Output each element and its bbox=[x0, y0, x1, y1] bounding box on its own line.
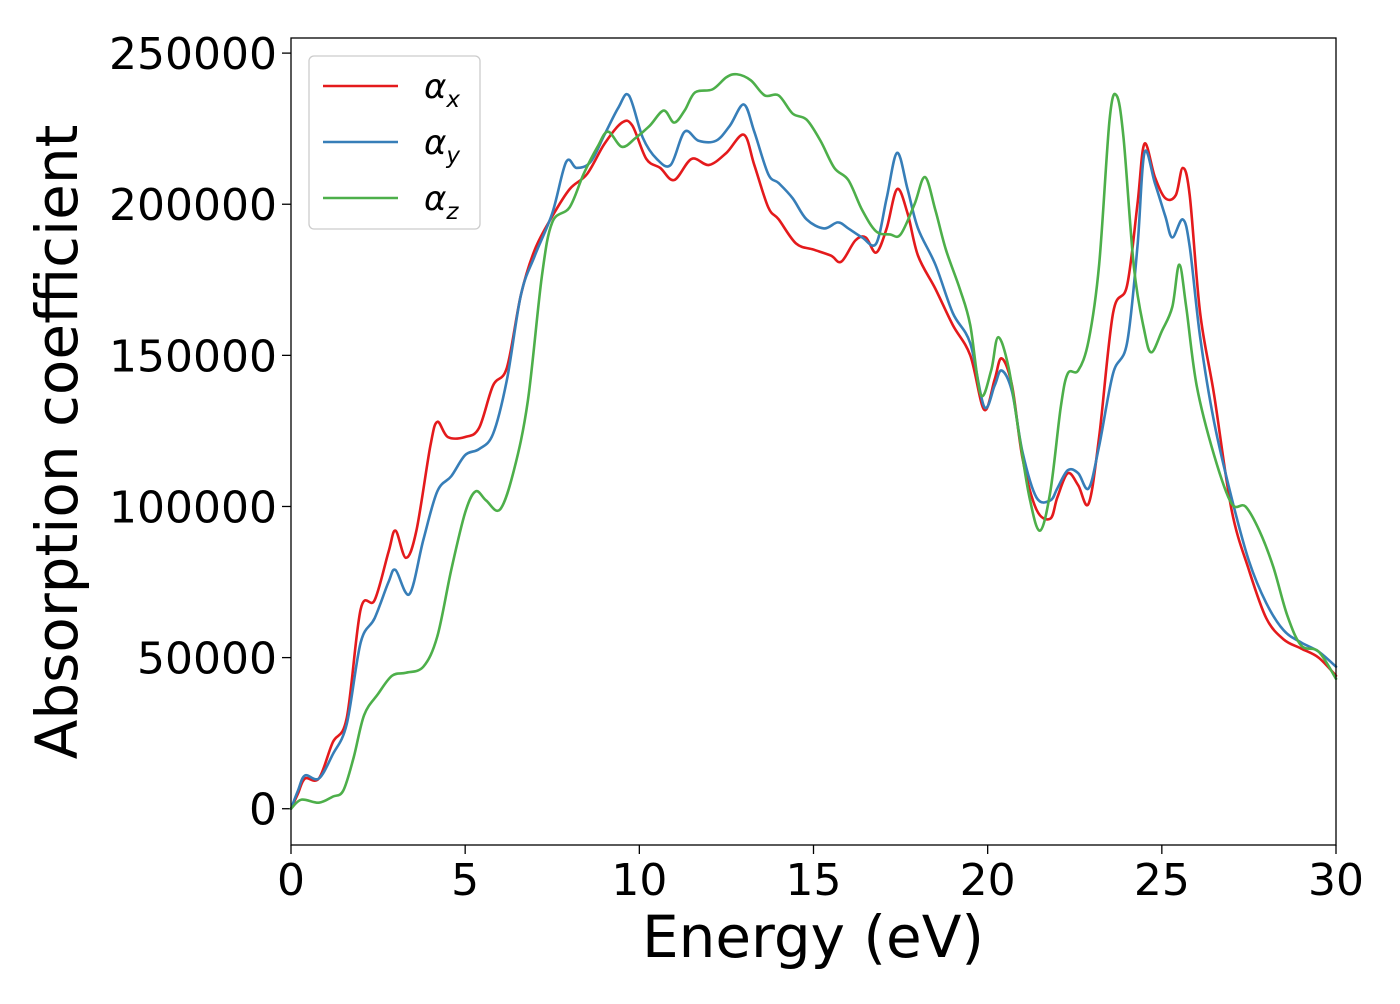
x-tick-label: 20 bbox=[960, 855, 1016, 906]
x-tick-label: 5 bbox=[451, 855, 479, 906]
legend-label-x: αx bbox=[424, 67, 460, 113]
ticks-layer: 0 5 10 15 20 25 30 0 50000 100000 150000 200000 2500… bbox=[109, 29, 1364, 906]
y-tick-label: 0 bbox=[249, 785, 277, 836]
x-axis-label: Energy (eV) bbox=[642, 903, 984, 971]
y-tick-label: 250000 bbox=[109, 29, 277, 80]
y-axis-label: Absorption coefficient bbox=[23, 125, 91, 760]
legend-label-subscript: z bbox=[445, 199, 459, 225]
series-line-z bbox=[289, 72, 1338, 811]
series-line-y bbox=[289, 92, 1338, 811]
legend-label-y: αy bbox=[424, 123, 460, 169]
legend-label-base: α bbox=[424, 179, 446, 219]
legend-label-base: α bbox=[424, 123, 446, 163]
plot-frame bbox=[290, 37, 1337, 846]
x-tick-label: 25 bbox=[1134, 855, 1190, 906]
series-line-x bbox=[289, 119, 1338, 811]
y-tick-label: 50000 bbox=[137, 634, 277, 685]
x-tick-label: 30 bbox=[1308, 855, 1364, 906]
x-tick-label: 15 bbox=[786, 855, 842, 906]
legend-label-subscript: y bbox=[445, 143, 460, 169]
legend-label-z: αz bbox=[424, 179, 459, 225]
legend-label-subscript: x bbox=[445, 87, 460, 113]
y-tick-label: 200000 bbox=[109, 180, 277, 231]
y-tick-label: 150000 bbox=[109, 331, 277, 382]
x-tick-label: 0 bbox=[277, 855, 305, 906]
x-tick-label: 10 bbox=[611, 855, 667, 906]
y-tick-label: 100000 bbox=[109, 482, 277, 533]
legend-label-base: α bbox=[424, 67, 446, 107]
series-layer bbox=[289, 72, 1338, 811]
